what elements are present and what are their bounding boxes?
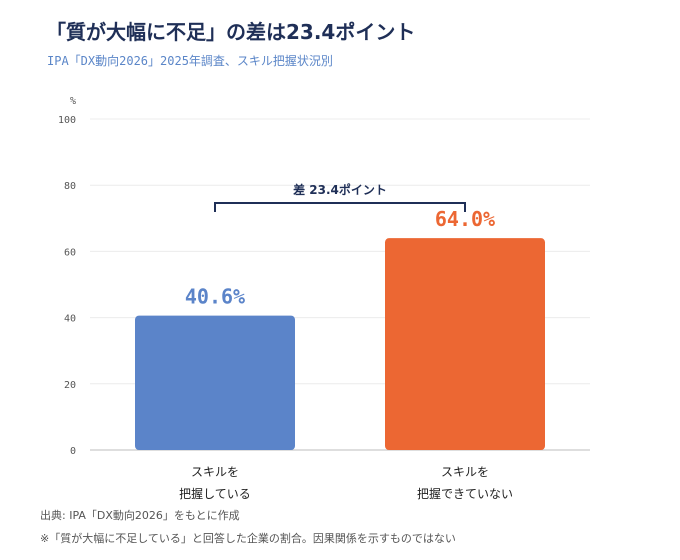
difference-annotation: 差 23.4ポイント bbox=[292, 182, 387, 197]
y-tick-label: 60 bbox=[64, 247, 76, 258]
source-note: 出典: IPA「DX動向2026」をもとに作成 bbox=[40, 509, 240, 522]
footnote: ※「質が大幅に不足している」と回答した企業の割合。因果関係を示すものではない bbox=[40, 532, 456, 545]
x-tick-label: 把握できていない bbox=[417, 486, 513, 501]
chart-title: 「質が大幅に不足」の差は23.4ポイント bbox=[46, 20, 416, 44]
x-tick-label: スキルを bbox=[441, 465, 489, 479]
data-label: 40.6% bbox=[185, 285, 245, 309]
y-tick-label: 80 bbox=[64, 181, 76, 192]
y-tick-label: 0 bbox=[70, 446, 76, 457]
y-tick-label: 20 bbox=[64, 380, 76, 391]
x-tick-label: 把握している bbox=[179, 486, 251, 501]
y-tick-label: 100 bbox=[58, 115, 76, 126]
difference-bracket bbox=[214, 202, 466, 212]
y-tick-label: 40 bbox=[64, 314, 76, 325]
bar bbox=[135, 315, 295, 450]
x-tick-label: スキルを bbox=[191, 465, 239, 479]
chart-subtitle: IPA「DX動向2026」2025年調査、スキル把握状況別 bbox=[47, 54, 333, 68]
bar bbox=[385, 238, 545, 450]
y-axis-label: % bbox=[70, 96, 76, 107]
